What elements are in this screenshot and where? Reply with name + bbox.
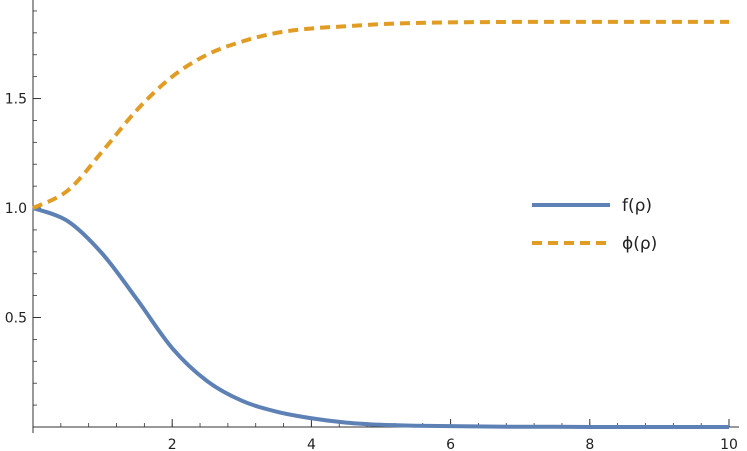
x-tick-label: 8 [585,437,594,451]
y-tick-label: 1.5 [5,92,27,108]
series-layer [32,19,729,430]
phi-series-line [32,19,729,210]
x-tick-label: 6 [446,437,455,451]
y-tick-label: 0.5 [5,311,27,327]
y-tick-label: 1.0 [5,201,27,217]
axes: 2 4 6 8 10 0.5 1.0 1.5 [5,0,739,451]
legend-label: f(ρ) [622,196,652,216]
x-tick-label: 4 [307,437,316,451]
f-series-line [32,206,729,430]
x-tick-label: 10 [720,437,738,451]
x-tick-label: 2 [168,437,177,451]
legend: f(ρ) ϕ(ρ) [532,196,657,254]
legend-label: ϕ(ρ) [622,234,657,254]
